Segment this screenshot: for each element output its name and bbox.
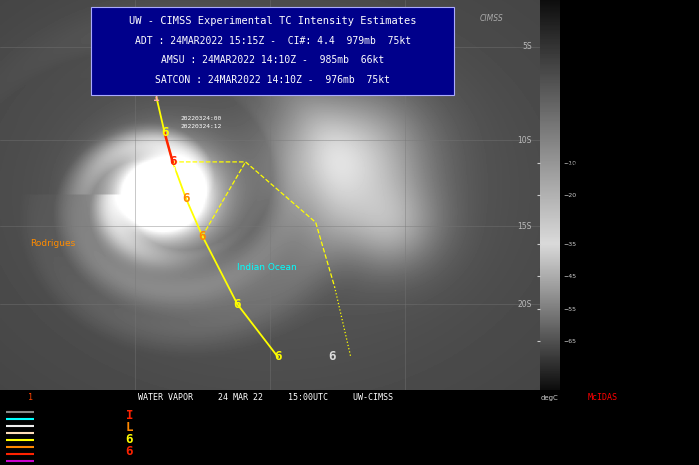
Text: - Water Vapor Image: - Water Vapor Image <box>565 26 633 31</box>
Text: 20220324:00: 20220324:00 <box>181 117 222 121</box>
Text: Low/Wave: Low/Wave <box>37 410 69 415</box>
Text: 24MAR2022/12:00UTC  (source:JTWC): 24MAR2022/12:00UTC (source:JTWC) <box>565 205 691 211</box>
Text: Category 1: Category 1 <box>37 431 72 435</box>
Text: 1: 1 <box>28 393 33 402</box>
Text: - CIMSS Intensity Estimates: - CIMSS Intensity Estimates <box>565 226 656 232</box>
Text: McIDAS: McIDAS <box>587 393 617 402</box>
Text: - Tropical Depression: - Tropical Depression <box>150 423 250 432</box>
Text: degC: degC <box>540 395 559 401</box>
Text: Legend: Legend <box>570 6 602 15</box>
Text: (w/category): (w/category) <box>138 459 183 465</box>
Text: 6: 6 <box>199 230 206 243</box>
Text: CIMSS: CIMSS <box>480 13 503 23</box>
Text: 23MAR2022/12:00UTC-: 23MAR2022/12:00UTC- <box>565 140 642 146</box>
Text: ADT : 24MAR2022 15:15Z -  CI#: 4.4  979mb  75kt: ADT : 24MAR2022 15:15Z - CI#: 4.4 979mb … <box>134 36 411 46</box>
Text: - Latitude/Longitude: - Latitude/Longitude <box>565 98 632 104</box>
Text: 24MAR2022/12:00UTC  (source:JTWC): 24MAR2022/12:00UTC (source:JTWC) <box>565 162 691 168</box>
Text: 15S: 15S <box>517 222 531 231</box>
Text: 6: 6 <box>182 193 190 206</box>
Text: 20S: 20S <box>517 300 531 309</box>
Text: WATER VAPOR     24 MAR 22     15:00UTC     UW-CIMSS: WATER VAPOR 24 MAR 22 15:00UTC UW-CIMSS <box>138 393 393 402</box>
Text: Category 3: Category 3 <box>37 444 72 449</box>
Text: 6: 6 <box>126 445 133 458</box>
Text: Tropical Strm: Tropical Strm <box>37 424 78 429</box>
Text: - Hurricane/Typhoon: - Hurricane/Typhoon <box>150 447 247 456</box>
Text: 6: 6 <box>233 298 241 311</box>
Text: - Political Boundaries: - Political Boundaries <box>565 76 635 82</box>
Text: Category 2: Category 2 <box>37 437 72 442</box>
Text: AMSU : 24MAR2022 14:10Z -  985mb  66kt: AMSU : 24MAR2022 14:10Z - 985mb 66kt <box>161 55 384 66</box>
Text: 20220324/150000UTC: 20220324/150000UTC <box>565 47 640 53</box>
Text: 6: 6 <box>169 155 176 168</box>
Text: 10S: 10S <box>517 136 531 145</box>
Text: - Invest Area: - Invest Area <box>150 412 211 420</box>
Text: L: L <box>126 421 133 434</box>
Text: 6: 6 <box>328 351 336 364</box>
Text: 85E: 85E <box>435 12 449 21</box>
Text: Indian Ocean: Indian Ocean <box>238 263 297 272</box>
Text: Caliest: Caliest <box>159 165 190 174</box>
Text: 20220324:12: 20220324:12 <box>181 124 222 129</box>
Text: UW - CIMSS Experimental TC Intensity Estimates: UW - CIMSS Experimental TC Intensity Est… <box>129 16 417 27</box>
Text: 6: 6 <box>126 433 133 446</box>
Text: Rodrigues: Rodrigues <box>29 239 75 248</box>
Text: Tropical Depr: Tropical Depr <box>37 417 79 422</box>
Text: I: I <box>126 409 133 422</box>
Text: - Working Best Track: - Working Best Track <box>565 119 633 125</box>
Text: 6: 6 <box>161 126 168 139</box>
Text: 5S: 5S <box>522 42 531 51</box>
Text: - Tropical Storm: - Tropical Storm <box>150 435 226 444</box>
Text: Category 5: Category 5 <box>37 458 72 463</box>
Text: Category 4: Category 4 <box>37 451 72 456</box>
Text: SATCON : 24MAR2022 14:10Z -  976mb  75kt: SATCON : 24MAR2022 14:10Z - 976mb 75kt <box>155 75 390 85</box>
Text: - Labels: - Labels <box>565 248 591 254</box>
Text: - Official TCFC Forecast: - Official TCFC Forecast <box>565 183 642 189</box>
Text: 1: 1 <box>153 93 160 103</box>
Text: 6: 6 <box>274 351 282 364</box>
